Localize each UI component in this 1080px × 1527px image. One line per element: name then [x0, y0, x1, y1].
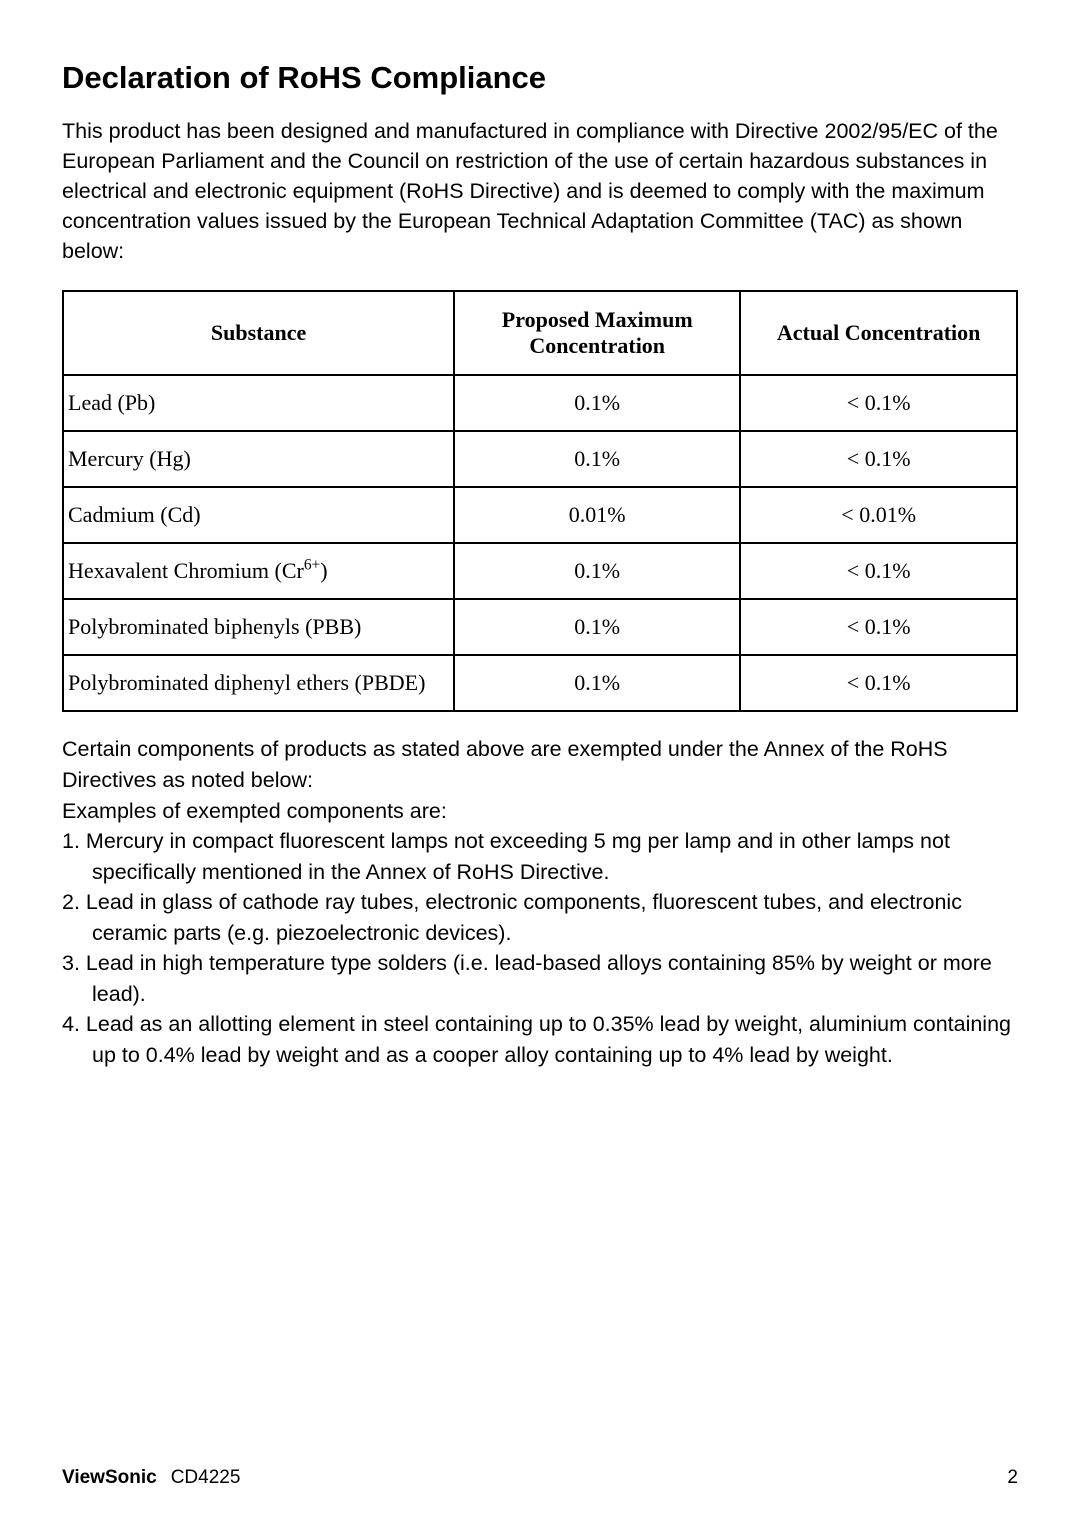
cell-proposed: 0.1% — [454, 431, 740, 487]
substances-table: Substance Proposed Maximum Concentration… — [62, 290, 1018, 712]
header-proposed-line1: Proposed Maximum — [502, 307, 693, 332]
post-table-content: Certain components of products as stated… — [62, 734, 1018, 1070]
cell-substance: Lead (Pb) — [63, 375, 454, 431]
list-item: 3. Lead in high temperature type solders… — [62, 948, 1018, 1009]
table-row: Cadmium (Cd) 0.01% < 0.01% — [63, 487, 1017, 543]
cell-substance: Cadmium (Cd) — [63, 487, 454, 543]
table-row: Lead (Pb) 0.1% < 0.1% — [63, 375, 1017, 431]
cell-proposed: 0.1% — [454, 543, 740, 599]
cell-substance: Hexavalent Chromium (Cr6+) — [63, 543, 454, 599]
page-title: Declaration of RoHS Compliance — [62, 60, 1018, 96]
table-row: Hexavalent Chromium (Cr6+) 0.1% < 0.1% — [63, 543, 1017, 599]
chromium-pre: Hexavalent Chromium (Cr — [68, 558, 304, 583]
footer-model: CD4225 — [171, 1467, 241, 1489]
page-footer: ViewSonic CD4225 2 — [62, 1467, 1018, 1489]
exemption-examples-label: Examples of exempted components are: — [62, 796, 1018, 827]
exemption-intro: Certain components of products as stated… — [62, 734, 1018, 795]
cell-proposed: 0.1% — [454, 375, 740, 431]
cell-substance: Polybrominated diphenyl ethers (PBDE) — [63, 655, 454, 711]
footer-page-number: 2 — [1007, 1467, 1018, 1489]
cell-actual: < 0.1% — [740, 655, 1017, 711]
chromium-post: ) — [320, 558, 327, 583]
cell-proposed: 0.1% — [454, 655, 740, 711]
chromium-sup: 6+ — [304, 557, 320, 574]
cell-proposed: 0.1% — [454, 599, 740, 655]
table-row: Mercury (Hg) 0.1% < 0.1% — [63, 431, 1017, 487]
table-row: Polybrominated diphenyl ethers (PBDE) 0.… — [63, 655, 1017, 711]
cell-actual: < 0.1% — [740, 599, 1017, 655]
intro-paragraph: This product has been designed and manuf… — [62, 116, 1018, 266]
cell-actual: < 0.1% — [740, 431, 1017, 487]
list-item: 2. Lead in glass of cathode ray tubes, e… — [62, 887, 1018, 948]
table-header-row: Substance Proposed Maximum Concentration… — [63, 291, 1017, 375]
cell-proposed: 0.01% — [454, 487, 740, 543]
list-item: 1. Mercury in compact fluorescent lamps … — [62, 826, 1018, 887]
header-actual: Actual Concentration — [740, 291, 1017, 375]
cell-actual: < 0.01% — [740, 487, 1017, 543]
header-proposed: Proposed Maximum Concentration — [454, 291, 740, 375]
footer-brand: ViewSonic — [62, 1467, 157, 1489]
cell-substance: Polybrominated biphenyls (PBB) — [63, 599, 454, 655]
footer-left: ViewSonic CD4225 — [62, 1467, 240, 1489]
cell-actual: < 0.1% — [740, 543, 1017, 599]
table-row: Polybrominated biphenyls (PBB) 0.1% < 0.… — [63, 599, 1017, 655]
cell-actual: < 0.1% — [740, 375, 1017, 431]
header-substance: Substance — [63, 291, 454, 375]
list-item: 4. Lead as an allotting element in steel… — [62, 1009, 1018, 1070]
header-proposed-line2: Concentration — [529, 333, 665, 358]
cell-substance: Mercury (Hg) — [63, 431, 454, 487]
